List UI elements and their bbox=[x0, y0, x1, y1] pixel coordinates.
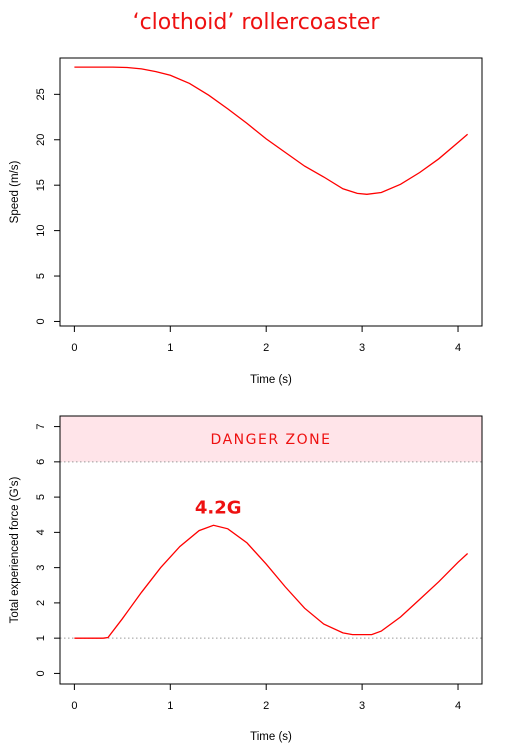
force-x-tick-label: 3 bbox=[359, 700, 365, 712]
force-y-tick-label: 5 bbox=[35, 494, 47, 500]
danger-zone-label: DANGER ZONE bbox=[211, 432, 332, 448]
force-y-tick-label: 7 bbox=[35, 424, 47, 430]
force-y-axis-title: Total experienced force (G's) bbox=[9, 477, 21, 624]
speed-panel: 0 1 2 3 4 0 5 10 15 20 25 Time (s) Speed (m/s) bbox=[9, 57, 483, 386]
speed-y-tick-label: 0 bbox=[35, 318, 47, 324]
speed-y-ticks: 0 5 10 15 20 25 bbox=[35, 88, 60, 325]
force-y-tick-label: 6 bbox=[35, 459, 47, 465]
speed-x-tick-label: 4 bbox=[455, 342, 461, 354]
speed-x-ticks: 0 1 2 3 4 bbox=[71, 326, 461, 354]
force-y-tick-label: 2 bbox=[35, 600, 47, 606]
speed-y-tick-label: 10 bbox=[35, 224, 47, 236]
force-y-ticks: 0 1 2 3 4 5 6 7 bbox=[35, 424, 60, 676]
speed-y-tick-label: 15 bbox=[35, 179, 47, 191]
speed-x-axis-title: Time (s) bbox=[250, 374, 292, 386]
force-x-tick-label: 1 bbox=[167, 700, 173, 712]
force-y-tick-label: 1 bbox=[35, 635, 47, 641]
force-y-tick-label: 3 bbox=[35, 565, 47, 571]
speed-y-tick-label: 5 bbox=[35, 273, 47, 279]
force-y-tick-label: 0 bbox=[35, 670, 47, 676]
force-x-axis-title: Time (s) bbox=[250, 731, 292, 743]
speed-plot-frame bbox=[59, 57, 483, 327]
force-x-ticks: 0 1 2 3 4 bbox=[71, 684, 461, 712]
force-x-tick-label: 0 bbox=[71, 700, 77, 712]
force-x-tick-label: 2 bbox=[263, 700, 269, 712]
speed-x-tick-label: 1 bbox=[167, 342, 173, 354]
speed-x-tick-label: 3 bbox=[359, 342, 365, 354]
figure-title: ‘clothoid’ rollercoaster bbox=[132, 10, 380, 35]
force-plot-frame bbox=[59, 415, 483, 685]
force-x-tick-label: 4 bbox=[455, 700, 461, 712]
speed-y-axis-title: Speed (m/s) bbox=[9, 161, 21, 224]
speed-curve bbox=[74, 66, 469, 195]
force-panel: DANGER ZONE 4.2G 0 1 2 3 4 0 1 2 3 4 5 6 7 Time (s)… bbox=[9, 415, 483, 743]
danger-zone-band bbox=[60, 416, 482, 462]
speed-x-tick-label: 0 bbox=[71, 342, 77, 354]
speed-x-tick-label: 2 bbox=[263, 342, 269, 354]
peak-force-annotation: 4.2G bbox=[195, 498, 242, 519]
force-y-tick-label: 4 bbox=[35, 529, 47, 535]
speed-y-tick-label: 25 bbox=[35, 88, 47, 100]
speed-y-tick-label: 20 bbox=[35, 134, 47, 146]
force-curve bbox=[74, 524, 469, 639]
